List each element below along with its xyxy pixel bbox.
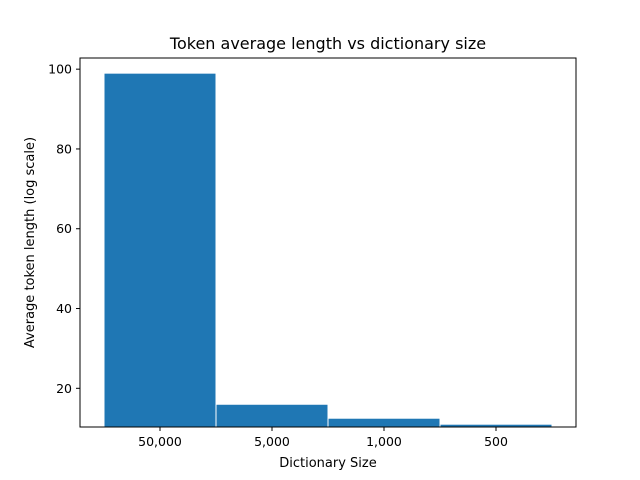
bar-0 [103, 72, 217, 428]
plot-frame [79, 57, 577, 428]
bar-1 [215, 403, 329, 428]
y-axis-label: Average token length (log scale) [23, 137, 38, 348]
y-axis: 20 40 60 80 100 [48, 62, 80, 396]
x-tick-label-0: 50,000 [138, 434, 182, 449]
bars-group [103, 72, 553, 428]
y-tick-label-2: 60 [56, 221, 72, 236]
x-tick-label-3: 500 [484, 434, 508, 449]
y-tick-label-1: 40 [56, 301, 72, 316]
x-tick-label-2: 1,000 [366, 434, 402, 449]
y-tick-label-0: 20 [56, 381, 72, 396]
y-tick-label-3: 80 [56, 141, 72, 156]
bar-2 [327, 417, 441, 428]
x-tick-label-1: 5,000 [254, 434, 290, 449]
chart-title: Token average length vs dictionary size [169, 34, 486, 53]
x-axis-label: Dictionary Size [279, 456, 377, 471]
x-axis: 50,000 5,000 1,000 500 [138, 427, 508, 449]
y-tick-label-4: 100 [48, 62, 72, 77]
